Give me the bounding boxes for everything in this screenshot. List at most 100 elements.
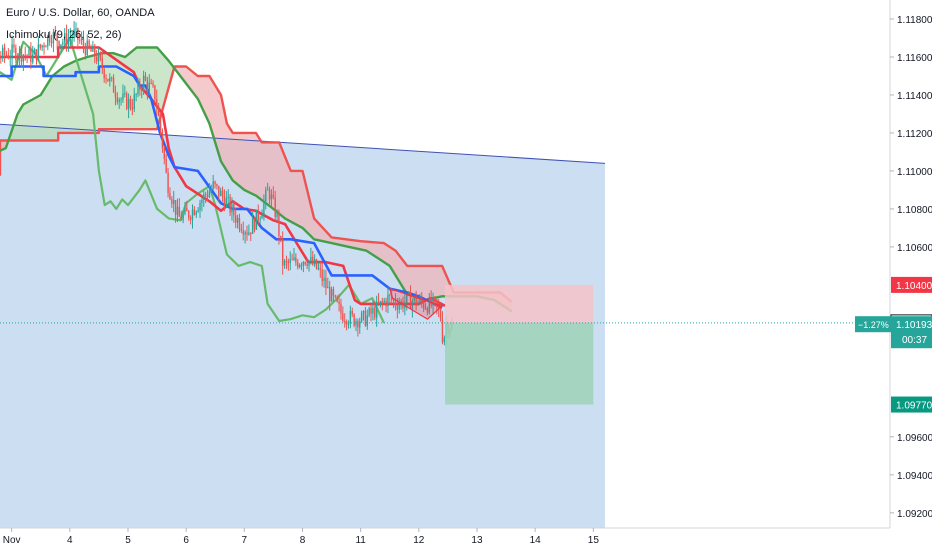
candle-body[interactable]: [214, 181, 216, 185]
candle-body[interactable]: [327, 286, 329, 289]
wedge-pattern[interactable]: [388, 287, 444, 320]
candle-body[interactable]: [159, 115, 162, 131]
candle-body[interactable]: [201, 199, 203, 203]
candle-body[interactable]: [437, 305, 440, 309]
candle-body[interactable]: [422, 302, 425, 309]
drawing-tools-layer[interactable]: [0, 284, 890, 405]
candle-body[interactable]: [62, 42, 64, 45]
candle-body[interactable]: [131, 107, 134, 110]
candle-body[interactable]: [248, 232, 250, 235]
candle-body[interactable]: [261, 214, 263, 219]
candle-body[interactable]: [90, 47, 92, 52]
candle-body[interactable]: [439, 308, 442, 320]
candle-body[interactable]: [383, 300, 385, 303]
candle-body[interactable]: [270, 194, 273, 200]
candle-body[interactable]: [191, 209, 194, 220]
candle-body[interactable]: [163, 147, 166, 159]
candle-body[interactable]: [13, 44, 15, 48]
candles-layer[interactable]: [0, 20, 453, 347]
candle-body[interactable]: [302, 262, 305, 266]
candle-body[interactable]: [246, 232, 248, 235]
candle-body[interactable]: [146, 80, 149, 91]
candle-body[interactable]: [385, 300, 387, 307]
candle-body[interactable]: [174, 200, 177, 215]
candle-body[interactable]: [283, 260, 286, 266]
candle-body[interactable]: [17, 56, 19, 60]
candle-body[interactable]: [142, 75, 145, 90]
candle-body[interactable]: [344, 321, 346, 323]
candle-body[interactable]: [374, 307, 376, 318]
candle-body[interactable]: [5, 54, 8, 56]
candle-body[interactable]: [15, 47, 17, 60]
candle-body[interactable]: [52, 32, 55, 44]
candle-body[interactable]: [169, 193, 171, 200]
candle-body[interactable]: [48, 35, 51, 42]
candle-body[interactable]: [274, 197, 276, 217]
candle-body[interactable]: [334, 295, 337, 297]
candle-body[interactable]: [364, 311, 367, 326]
candle-body[interactable]: [47, 35, 49, 47]
indicator-legend[interactable]: Ichimoku (9, 26, 52, 26): [6, 29, 122, 41]
candle-body[interactable]: [235, 215, 237, 223]
candle-body[interactable]: [22, 54, 25, 62]
candle-body[interactable]: [133, 94, 135, 110]
candle-body[interactable]: [97, 52, 100, 62]
candle-body[interactable]: [409, 292, 412, 309]
candle-body[interactable]: [210, 188, 212, 192]
candle-body[interactable]: [360, 312, 363, 322]
candle-body[interactable]: [148, 82, 150, 91]
candle-body[interactable]: [86, 40, 88, 56]
candle-body[interactable]: [219, 190, 222, 197]
candle-body[interactable]: [182, 213, 184, 221]
candle-body[interactable]: [289, 259, 291, 264]
candle-body[interactable]: [251, 218, 254, 234]
candle-body[interactable]: [186, 207, 188, 212]
candle-body[interactable]: [30, 48, 32, 63]
candle-body[interactable]: [421, 298, 423, 303]
candle-body[interactable]: [11, 44, 13, 57]
candle-body[interactable]: [80, 38, 83, 41]
candle-body[interactable]: [342, 313, 344, 322]
candle-body[interactable]: [428, 297, 430, 313]
candle-body[interactable]: [20, 48, 23, 62]
candle-body[interactable]: [287, 261, 290, 264]
candle-body[interactable]: [79, 39, 81, 41]
candle-body[interactable]: [313, 259, 316, 265]
candle-body[interactable]: [60, 44, 62, 47]
candle-body[interactable]: [126, 93, 128, 109]
candle-body[interactable]: [3, 47, 6, 55]
candle-body[interactable]: [391, 295, 393, 300]
candle-body[interactable]: [75, 28, 77, 30]
candle-body[interactable]: [417, 302, 419, 306]
candle-body[interactable]: [295, 257, 297, 263]
candle-body[interactable]: [236, 217, 239, 223]
candle-body[interactable]: [332, 289, 335, 296]
candle-body[interactable]: [135, 94, 137, 96]
candle-body[interactable]: [315, 259, 318, 269]
candle-body[interactable]: [357, 320, 359, 328]
candle-body[interactable]: [137, 83, 139, 95]
candle-body[interactable]: [64, 33, 66, 43]
candle-body[interactable]: [95, 57, 98, 62]
candle-body[interactable]: [276, 212, 278, 217]
candle-body[interactable]: [37, 44, 40, 60]
candle-body[interactable]: [266, 189, 269, 191]
candle-body[interactable]: [426, 308, 429, 313]
candle-body[interactable]: [347, 323, 350, 325]
candle-body[interactable]: [69, 37, 72, 39]
candle-body[interactable]: [253, 218, 256, 230]
candle-body[interactable]: [282, 239, 284, 266]
candle-body[interactable]: [227, 196, 229, 199]
candle-body[interactable]: [278, 212, 280, 236]
candle-body[interactable]: [265, 189, 267, 202]
candle-body[interactable]: [208, 191, 211, 197]
candle-body[interactable]: [272, 194, 275, 198]
candle-body[interactable]: [419, 298, 421, 303]
candle-body[interactable]: [244, 232, 246, 235]
candle-body[interactable]: [268, 189, 271, 200]
candle-body[interactable]: [24, 54, 26, 56]
candle-body[interactable]: [204, 194, 207, 196]
candle-body[interactable]: [203, 194, 205, 200]
candle-body[interactable]: [368, 308, 370, 316]
candle-body[interactable]: [165, 158, 167, 173]
